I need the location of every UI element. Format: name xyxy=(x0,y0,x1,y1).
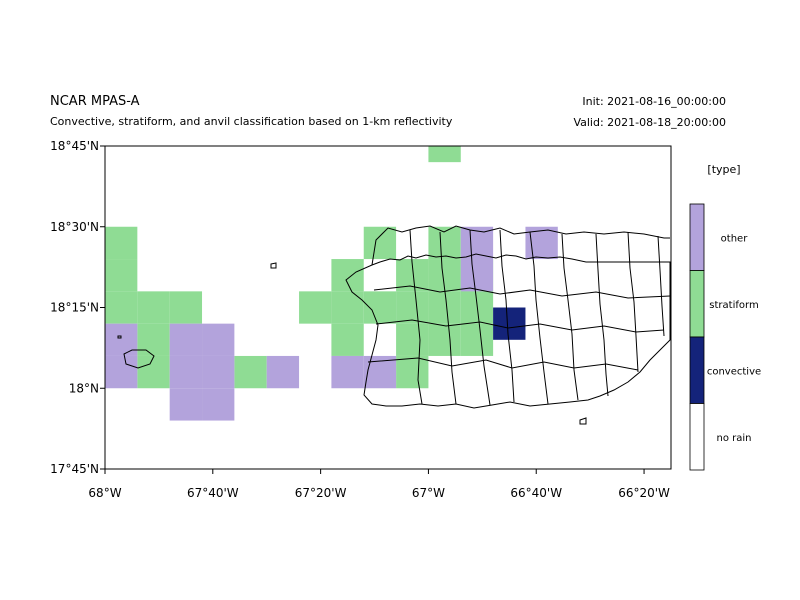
legend-label: no rain xyxy=(717,433,752,444)
cell-other xyxy=(105,355,138,389)
municipal-border-h3 xyxy=(367,357,639,371)
cell-other xyxy=(202,323,235,356)
municipal-border-2 xyxy=(439,231,457,405)
desecheo-island xyxy=(270,262,277,269)
legend: [type] other stratiform convective no rain xyxy=(689,163,761,471)
cell-other xyxy=(202,355,235,389)
x-tick-label: 66°20'W xyxy=(618,486,670,500)
cell-other xyxy=(460,226,494,260)
cell-other xyxy=(460,259,494,292)
legend-label: other xyxy=(721,233,749,244)
coastline-main xyxy=(345,253,671,409)
cell-other xyxy=(105,323,138,356)
cell-other xyxy=(266,355,300,389)
puerto-rico-coastline xyxy=(117,225,671,425)
cell-other xyxy=(202,388,235,421)
x-tick-label: 67°W xyxy=(412,486,445,500)
cell-convective xyxy=(493,307,526,340)
municipal-border-4 xyxy=(499,229,515,403)
map-subtitle: Convective, stratiform, and anvil classi… xyxy=(50,115,453,128)
municipal-border-6 xyxy=(561,233,579,401)
cell-stratiform xyxy=(363,291,397,324)
cell-stratiform xyxy=(234,355,267,389)
cell-stratiform xyxy=(428,291,461,324)
cell-stratiform xyxy=(363,226,397,260)
cell-stratiform xyxy=(396,291,429,324)
x-tick-label: 67°40'W xyxy=(187,486,239,500)
y-tick-label: 18°45'N xyxy=(50,139,99,153)
cell-other xyxy=(169,323,203,356)
x-tick-label: 67°20'W xyxy=(295,486,347,500)
cell-stratiform xyxy=(331,259,364,292)
municipal-border-h2 xyxy=(375,319,665,333)
y-tick-label: 18°30'N xyxy=(50,220,99,234)
legend-swatch-stratiform xyxy=(689,270,705,338)
monito-island xyxy=(117,335,122,339)
municipal-border-8 xyxy=(627,231,639,373)
y-tick-label: 18°N xyxy=(69,381,99,395)
cell-stratiform xyxy=(331,291,364,324)
legend-label: stratiform xyxy=(709,300,758,311)
legend-swatch-convective xyxy=(689,336,705,404)
cell-stratiform xyxy=(105,259,138,292)
valid-time: Valid: 2021-08-18_20:00:00 xyxy=(573,116,726,129)
y-tick-label: 18°15'N xyxy=(50,301,99,315)
cell-stratiform xyxy=(105,291,138,324)
init-time: Init: 2021-08-16_00:00:00 xyxy=(582,95,726,108)
legend-label: convective xyxy=(707,366,761,377)
cell-other xyxy=(169,388,203,421)
municipal-border-1 xyxy=(409,229,423,405)
cell-stratiform xyxy=(137,323,170,356)
cell-stratiform xyxy=(137,291,170,324)
x-tick-label: 68°W xyxy=(88,486,121,500)
coastline-north-bumps xyxy=(371,225,670,266)
municipal-border-9 xyxy=(657,235,665,337)
cell-other xyxy=(169,355,203,389)
municipal-border-7 xyxy=(595,233,609,397)
map-axes: 68°W 67°40'W 67°20'W 67°W 66°40'W 66°20'W 18°4… xyxy=(50,139,670,500)
caja-de-muertos xyxy=(579,417,587,425)
map-title: NCAR MPAS-A xyxy=(50,94,140,109)
mona-island xyxy=(123,349,155,369)
cell-stratiform xyxy=(428,146,461,163)
y-tick-label: 17°45'N xyxy=(50,462,99,476)
cell-stratiform xyxy=(460,323,494,356)
legend-swatch-no-rain xyxy=(689,403,705,471)
cell-other xyxy=(331,355,364,389)
municipal-border-5 xyxy=(529,231,549,405)
cell-stratiform xyxy=(396,323,429,356)
cell-stratiform xyxy=(428,323,461,356)
cell-stratiform xyxy=(396,355,429,389)
cell-stratiform xyxy=(299,291,332,324)
legend-swatch-other xyxy=(689,203,705,271)
x-tick-label: 66°40'W xyxy=(510,486,562,500)
cell-stratiform xyxy=(137,355,170,389)
cell-stratiform xyxy=(331,323,364,356)
classification-cells xyxy=(105,146,558,421)
municipal-border-3 xyxy=(469,229,491,406)
legend-title: [type] xyxy=(707,163,740,176)
cell-stratiform xyxy=(105,226,138,260)
cell-stratiform xyxy=(169,291,203,324)
municipal-border-h1 xyxy=(373,285,671,299)
